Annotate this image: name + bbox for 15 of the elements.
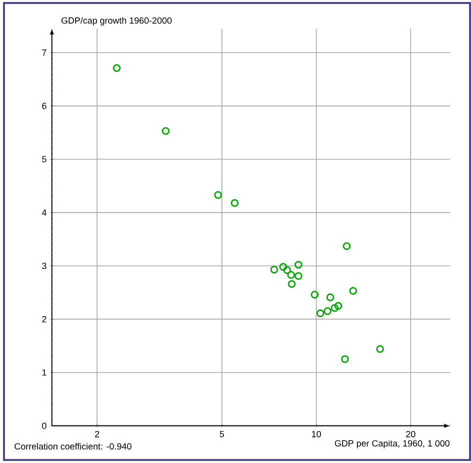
x-axis-title: GDP per Capita, 1960, 1 000 [334, 440, 450, 448]
y-tick-label: 4 [42, 209, 46, 216]
y-axis-title: GDP/cap growth 1960-2000 [62, 17, 172, 26]
x-tick-label: 10 [312, 430, 321, 438]
y-tick-label: 3 [42, 262, 46, 270]
y-tick-label: 2 [42, 316, 46, 322]
y-tick-label: 1 [42, 369, 46, 376]
y-tick-label: 7 [42, 50, 46, 56]
x-tick-label: 2 [95, 430, 100, 438]
x-tick-label: 5 [220, 430, 224, 438]
y-tick-label: 0 [42, 422, 46, 429]
text: Correlation coefficient: -0.940 [14, 442, 132, 450]
y-tick-label: 5 [42, 156, 46, 162]
x-tick-label: 20 [406, 430, 416, 438]
y-tick-label: 6 [42, 102, 46, 110]
